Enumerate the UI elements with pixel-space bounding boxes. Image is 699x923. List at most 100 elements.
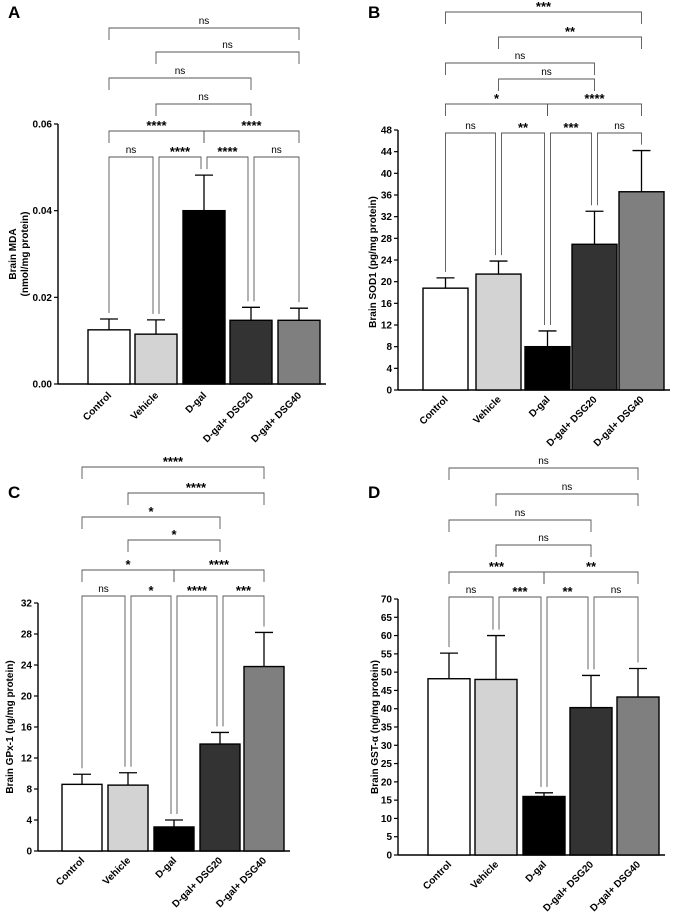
significance-label: ***	[512, 584, 528, 599]
bar	[153, 826, 195, 852]
significance-bracket	[206, 156, 249, 302]
y-tick-label: 70	[381, 595, 393, 606]
category-label: D-gal+ DSG40	[592, 394, 647, 449]
category-label: D-gal	[154, 855, 180, 881]
significance-bracket	[173, 569, 265, 582]
significance-bracket	[155, 51, 300, 64]
significance-bracket	[127, 539, 221, 552]
y-tick-label: 0.04	[33, 206, 53, 217]
significance-label: **	[565, 24, 576, 39]
significance-label: ****	[186, 480, 207, 495]
y-tick-label: 12	[21, 754, 33, 765]
significance-label: *	[148, 583, 154, 598]
significance-bracket	[495, 544, 592, 557]
significance-label: ns	[465, 121, 476, 132]
y-tick-label: 50	[381, 668, 393, 679]
y-tick-label: 40	[381, 169, 393, 180]
significance-label: ns	[98, 584, 109, 595]
bar	[422, 287, 469, 391]
significance-label: *	[148, 504, 154, 519]
significance-label: ns	[515, 508, 526, 519]
y-tick-label: 32	[381, 212, 393, 223]
bar	[427, 678, 471, 856]
y-tick-label: 35	[381, 723, 393, 734]
y-tick-label: 20	[381, 777, 393, 788]
significance-label: ns	[538, 533, 549, 544]
category-label: Control	[81, 390, 114, 423]
significance-bracket	[81, 595, 126, 769]
significance-bracket	[108, 77, 252, 90]
panel-letter: A	[8, 3, 20, 22]
significance-label: ns	[198, 92, 209, 103]
bar	[475, 273, 522, 391]
significance-bracket	[158, 156, 202, 314]
significance-bracket	[445, 132, 496, 272]
y-tick-label: 0.00	[33, 380, 53, 391]
y-tick-label: 30	[381, 741, 393, 752]
y-tick-label: 4	[26, 816, 32, 827]
category-label: D-gal	[184, 390, 210, 416]
bar	[569, 706, 613, 856]
significance-bracket	[550, 132, 592, 325]
y-tick-label: 15	[381, 796, 393, 807]
significance-bracket	[546, 596, 589, 787]
significance-bracket	[155, 103, 252, 116]
significance-label: **	[586, 559, 597, 574]
category-label: Control	[54, 855, 87, 888]
y-tick-label: 16	[381, 299, 393, 310]
y-tick-label: 24	[381, 256, 393, 267]
y-tick-label: 10	[381, 814, 393, 825]
significance-bracket	[127, 492, 265, 505]
y-tick-label: 0	[26, 847, 32, 858]
y-tick-label: 45	[381, 686, 393, 697]
bar	[87, 329, 131, 385]
category-label: Control	[421, 859, 454, 892]
bar	[182, 209, 226, 385]
y-tick-label: 0	[386, 386, 392, 397]
bar	[243, 665, 285, 852]
significance-label: ****	[187, 583, 208, 598]
y-tick-label: 8	[26, 785, 32, 796]
bar	[524, 345, 571, 391]
significance-label: ****	[170, 144, 191, 159]
significance-bracket	[593, 596, 639, 670]
y-tick-label: 8	[386, 342, 392, 353]
significance-label: ns	[614, 121, 625, 132]
significance-label: ****	[241, 118, 262, 133]
bar	[134, 333, 178, 385]
significance-label: ns	[611, 585, 622, 596]
y-tick-label: 40	[381, 704, 393, 715]
significance-bracket	[445, 11, 642, 24]
significance-label: ns	[222, 40, 233, 51]
y-tick-label: 28	[381, 234, 393, 245]
significance-bracket	[498, 596, 542, 787]
significance-bracket	[501, 132, 545, 325]
y-tick-label: 20	[21, 692, 33, 703]
significance-bracket	[203, 130, 300, 143]
significance-label: **	[518, 120, 529, 135]
category-label: D-gal	[527, 394, 553, 420]
y-tick-label: 60	[381, 631, 393, 642]
significance-bracket	[81, 466, 265, 479]
significance-label: *	[494, 91, 500, 106]
significance-label: ns	[199, 16, 210, 27]
significance-label: *	[125, 557, 131, 572]
significance-label: ns	[466, 585, 477, 596]
panel-letter: C	[8, 483, 20, 502]
category-label: Vehicle	[471, 394, 503, 426]
significance-label: ns	[271, 145, 282, 156]
y-axis-label: Brain GPx-1 (ng/mg protein)	[5, 660, 16, 793]
category-label: Vehicle	[101, 855, 133, 887]
y-tick-label: 55	[381, 649, 393, 660]
category-label: Vehicle	[469, 859, 501, 891]
significance-label: ***	[236, 583, 252, 598]
significance-label: ns	[538, 456, 549, 467]
significance-bracket	[253, 156, 300, 303]
y-axis-label: Brain GST-α (ng/mg protein)	[370, 660, 381, 794]
y-tick-label: 5	[386, 832, 392, 843]
y-tick-label: 36	[381, 191, 393, 202]
bar	[199, 743, 241, 852]
significance-label: ns	[515, 51, 526, 62]
y-tick-label: 0	[386, 851, 392, 862]
